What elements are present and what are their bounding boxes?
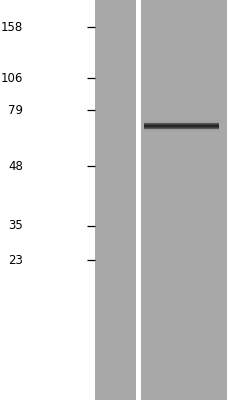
Bar: [94, 0, 135, 400]
Text: 23: 23: [8, 254, 23, 266]
Text: 35: 35: [8, 220, 23, 232]
Text: 79: 79: [8, 104, 23, 116]
Bar: [141, 0, 227, 400]
Text: 106: 106: [0, 72, 23, 84]
Text: 48: 48: [8, 160, 23, 172]
Text: 158: 158: [0, 21, 23, 34]
